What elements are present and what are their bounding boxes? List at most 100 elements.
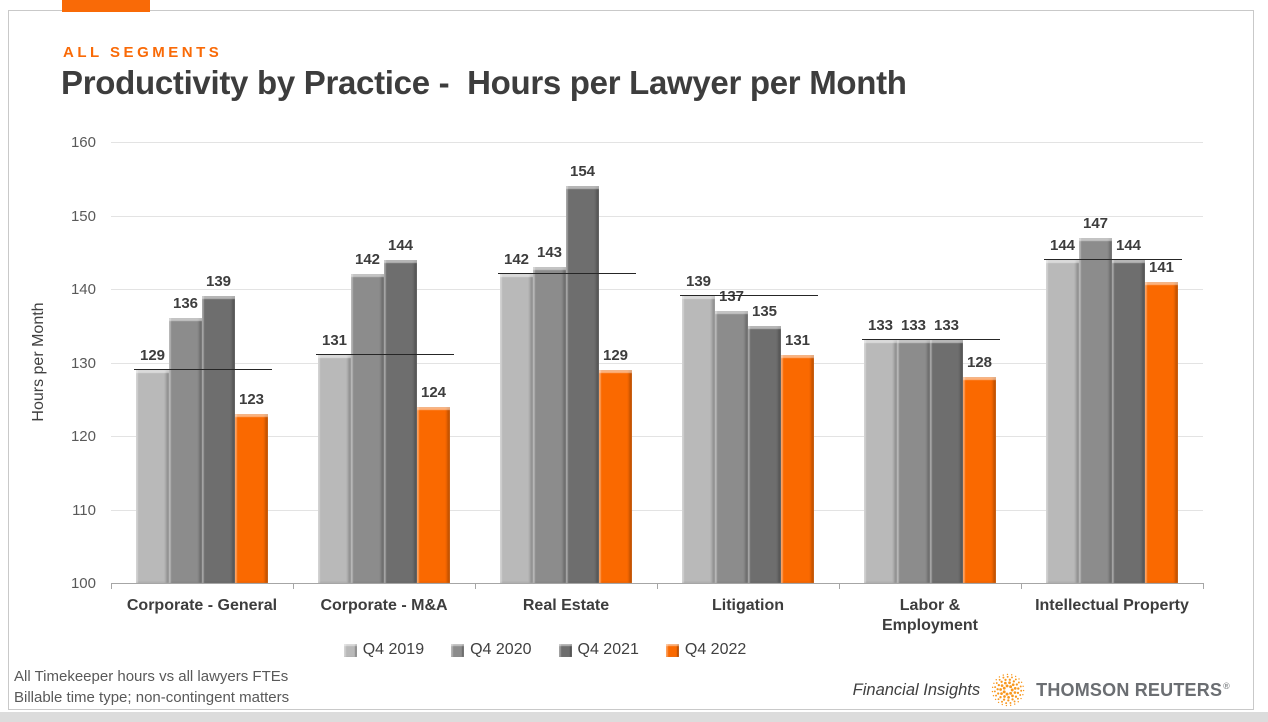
value-label-q4-2019-labor-employment: 133 <box>867 317 894 335</box>
value-label-q4-2019-intellectual-property: 144 <box>1049 236 1076 254</box>
benchmark-line-labor-employment <box>862 339 1000 341</box>
x-axis-tick <box>839 584 840 589</box>
value-label-q4-2020-real-estate: 143 <box>536 243 563 261</box>
gridline <box>111 289 1203 290</box>
category-label-litigation: Litigation <box>712 597 784 614</box>
value-label-q4-2021-corporate-general: 139 <box>205 273 232 291</box>
accent-bar <box>62 0 150 12</box>
bar-q4-2019-real-estate <box>500 274 533 583</box>
value-label-q4-2021-labor-employment: 133 <box>933 317 960 335</box>
y-tick-label: 120 <box>70 428 96 445</box>
value-label-q4-2022-labor-employment: 128 <box>966 354 993 372</box>
gridline <box>111 215 1203 217</box>
value-label-q4-2021-intellectual-property: 144 <box>1115 236 1142 254</box>
legend-label: Q4 2020 <box>470 641 532 658</box>
value-label-q4-2021-litigation: 135 <box>751 302 778 320</box>
value-label-q4-2022-litigation: 131 <box>784 332 811 350</box>
bar-q4-2019-intellectual-property <box>1046 259 1079 583</box>
value-label-q4-2019-corporate-m-a: 131 <box>321 332 348 350</box>
benchmark-line-corporate-m-a <box>316 354 454 356</box>
registered-trademark: ® <box>1223 680 1230 691</box>
bar-q4-2022-labor-employment <box>963 377 996 583</box>
bar-q4-2019-corporate-general <box>136 369 169 583</box>
bar-q4-2020-litigation <box>715 311 748 583</box>
bottom-strip <box>0 712 1268 722</box>
bar-q4-2021-corporate-m-a <box>384 259 417 583</box>
legend-item-q4-2020: Q4 2020 <box>451 641 532 659</box>
category-label-real-estate: Real Estate <box>522 597 610 614</box>
financial-insights-label: Financial Insights <box>852 680 981 699</box>
value-label-q4-2019-litigation: 139 <box>685 273 712 291</box>
bar-q4-2019-litigation <box>682 296 715 583</box>
value-label-q4-2022-real-estate: 129 <box>602 346 629 364</box>
gridline <box>111 509 1203 511</box>
legend: Q4 2019 Q4 2020 Q4 2021 Q4 2022 <box>0 641 1090 659</box>
benchmark-line-corporate-general <box>134 368 272 370</box>
benchmark-line-intellectual-property <box>1044 258 1182 260</box>
value-label-q4-2021-real-estate: 154 <box>569 163 596 181</box>
legend-swatch-icon <box>343 643 357 657</box>
value-label-q4-2022-corporate-m-a: 124 <box>420 383 447 401</box>
bar-q4-2021-labor-employment <box>930 340 963 583</box>
bar-q4-2020-corporate-m-a <box>351 274 384 583</box>
bar-q4-2022-real-estate <box>599 369 632 583</box>
bar-q4-2020-intellectual-property <box>1079 237 1112 583</box>
legend-item-q4-2021: Q4 2021 <box>558 641 639 659</box>
value-label-q4-2020-corporate-m-a: 142 <box>354 251 381 269</box>
y-axis-title: Hours per Month <box>30 302 47 422</box>
footnote-line-1: All Timekeeper hours vs all lawyers FTEs <box>14 668 289 685</box>
bar-q4-2022-corporate-general <box>235 413 268 583</box>
bar-q4-2020-corporate-general <box>169 318 202 583</box>
y-tick-label: 130 <box>70 354 96 372</box>
legend-swatch-icon <box>558 643 572 657</box>
segment-eyebrow: ALL SEGMENTS <box>63 44 223 61</box>
bar-q4-2021-litigation <box>748 325 781 583</box>
legend-item-q4-2019: Q4 2019 <box>343 641 425 659</box>
value-label-q4-2019-real-estate: 142 <box>503 251 530 269</box>
value-label-q4-2020-corporate-general: 136 <box>172 295 199 313</box>
bar-q4-2020-labor-employment <box>897 340 930 583</box>
legend-label: Q4 2019 <box>362 641 425 658</box>
y-tick-label: 100 <box>70 575 96 592</box>
value-label-q4-2020-intellectual-property: 147 <box>1082 214 1109 232</box>
benchmark-line-real-estate <box>498 273 636 275</box>
y-tick-label: 140 <box>70 281 96 298</box>
value-label-q4-2020-litigation: 137 <box>718 288 745 306</box>
value-label-q4-2022-corporate-general: 123 <box>238 390 265 408</box>
x-axis-tick <box>1021 584 1022 589</box>
y-tick-label: 150 <box>70 207 96 225</box>
footnotes: All Timekeeper hours vs all lawyers FTEs… <box>14 666 289 708</box>
category-label-corporate-m-a: Corporate - M&A <box>320 597 448 614</box>
value-label-q4-2020-labor-employment: 133 <box>900 317 927 335</box>
y-tick-label: 110 <box>72 501 96 519</box>
legend-label: Q4 2021 <box>577 641 639 658</box>
x-axis-tick <box>475 584 476 589</box>
gridline <box>111 142 1203 143</box>
benchmark-line-litigation <box>680 295 818 297</box>
legend-swatch-icon <box>451 643 465 657</box>
gridline <box>111 362 1203 364</box>
x-axis-tick <box>1203 584 1204 589</box>
category-label-intellectual-property: Intellectual Property <box>1035 597 1189 614</box>
bar-q4-2019-corporate-m-a <box>318 355 351 583</box>
gridline <box>111 436 1203 437</box>
x-axis-line <box>111 583 1204 584</box>
bar-q4-2020-real-estate <box>533 266 566 583</box>
legend-item-q4-2022: Q4 2022 <box>665 641 747 659</box>
x-axis-tick <box>111 584 112 589</box>
bar-q4-2021-intellectual-property <box>1112 259 1145 583</box>
thomson-reuters-kinesis-icon <box>991 673 1025 707</box>
bar-q4-2022-corporate-m-a <box>417 406 450 583</box>
y-tick-label: 160 <box>70 134 96 151</box>
bar-q4-2021-real-estate <box>566 186 599 583</box>
category-label-corporate-general: Corporate - General <box>126 597 278 614</box>
bar-q4-2022-intellectual-property <box>1145 281 1178 583</box>
legend-swatch-icon <box>665 643 679 657</box>
thomson-reuters-wordmark: THOMSON REUTERS® <box>1036 679 1230 700</box>
page-title: Productivity by Practice - Hours per Law… <box>61 64 907 101</box>
branding: Financial Insights THOMSON REUTERS® <box>853 672 1230 708</box>
bar-q4-2022-litigation <box>781 355 814 583</box>
legend-label: Q4 2022 <box>684 641 747 658</box>
